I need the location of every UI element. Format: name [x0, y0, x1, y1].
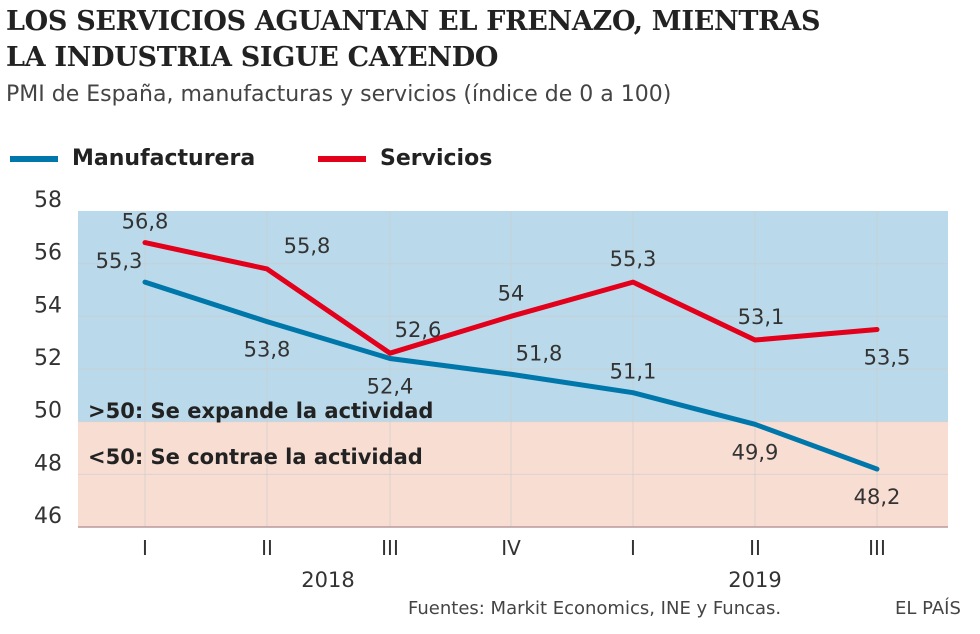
- y-tick-label: 58: [34, 188, 62, 213]
- y-tick-label: 56: [34, 241, 62, 266]
- data-label: 53,8: [244, 338, 291, 362]
- data-label: 49,9: [732, 440, 779, 464]
- x-tick-label: II: [261, 536, 273, 560]
- data-label: 56,8: [122, 210, 169, 234]
- x-tick-label: I: [630, 536, 636, 560]
- data-label: 52,6: [395, 318, 442, 342]
- year-label: 2018: [301, 568, 354, 592]
- data-label: 55,3: [610, 247, 657, 271]
- data-label: 48,2: [854, 485, 901, 509]
- data-label: 52,4: [367, 374, 414, 398]
- zone-label-contract: <50: Se contrae la actividad: [88, 445, 423, 469]
- data-label: 55,3: [96, 249, 143, 273]
- x-tick-label: III: [381, 536, 399, 560]
- legend-manufacturera: Manufacturera: [10, 146, 255, 171]
- data-label: 55,8: [284, 234, 331, 258]
- x-tick-label: III: [868, 536, 886, 560]
- legend-swatch: [10, 155, 58, 162]
- year-label: 2019: [728, 568, 781, 592]
- x-tick-label: I: [142, 536, 148, 560]
- x-tick-label: IV: [501, 536, 521, 560]
- y-tick-label: 50: [34, 399, 62, 424]
- title-line-1: LOS SERVICIOS AGUANTAN EL FRENAZO, MIENT…: [6, 6, 821, 37]
- brand-logo: EL PAÍS: [895, 598, 961, 619]
- legend-label: Servicios: [380, 146, 493, 171]
- title-line-2: LA INDUSTRIA SIGUE CAYENDO: [6, 42, 499, 73]
- zone-label-expand: >50: Se expande la actividad: [88, 399, 433, 423]
- chart-title: LOS SERVICIOS AGUANTAN EL FRENAZO, MIENT…: [6, 4, 966, 76]
- x-tick-label: II: [749, 536, 761, 560]
- source-note: Fuentes: Markit Economics, INE y Funcas.: [408, 598, 782, 619]
- legend-servicios: Servicios: [318, 146, 492, 171]
- data-label: 51,1: [610, 360, 657, 384]
- y-tick-label: 46: [34, 504, 62, 529]
- chart-subtitle: PMI de España, manufacturas y servicios …: [6, 82, 672, 107]
- data-label: 53,1: [738, 305, 785, 329]
- legend-label: Manufacturera: [72, 146, 256, 171]
- data-label: 53,5: [864, 346, 911, 370]
- y-tick-label: 54: [34, 293, 62, 318]
- data-label: 51,8: [516, 341, 563, 365]
- y-tick-label: 52: [34, 346, 62, 371]
- legend-swatch: [318, 155, 366, 162]
- y-tick-label: 48: [34, 451, 62, 476]
- data-label: 54: [498, 281, 525, 305]
